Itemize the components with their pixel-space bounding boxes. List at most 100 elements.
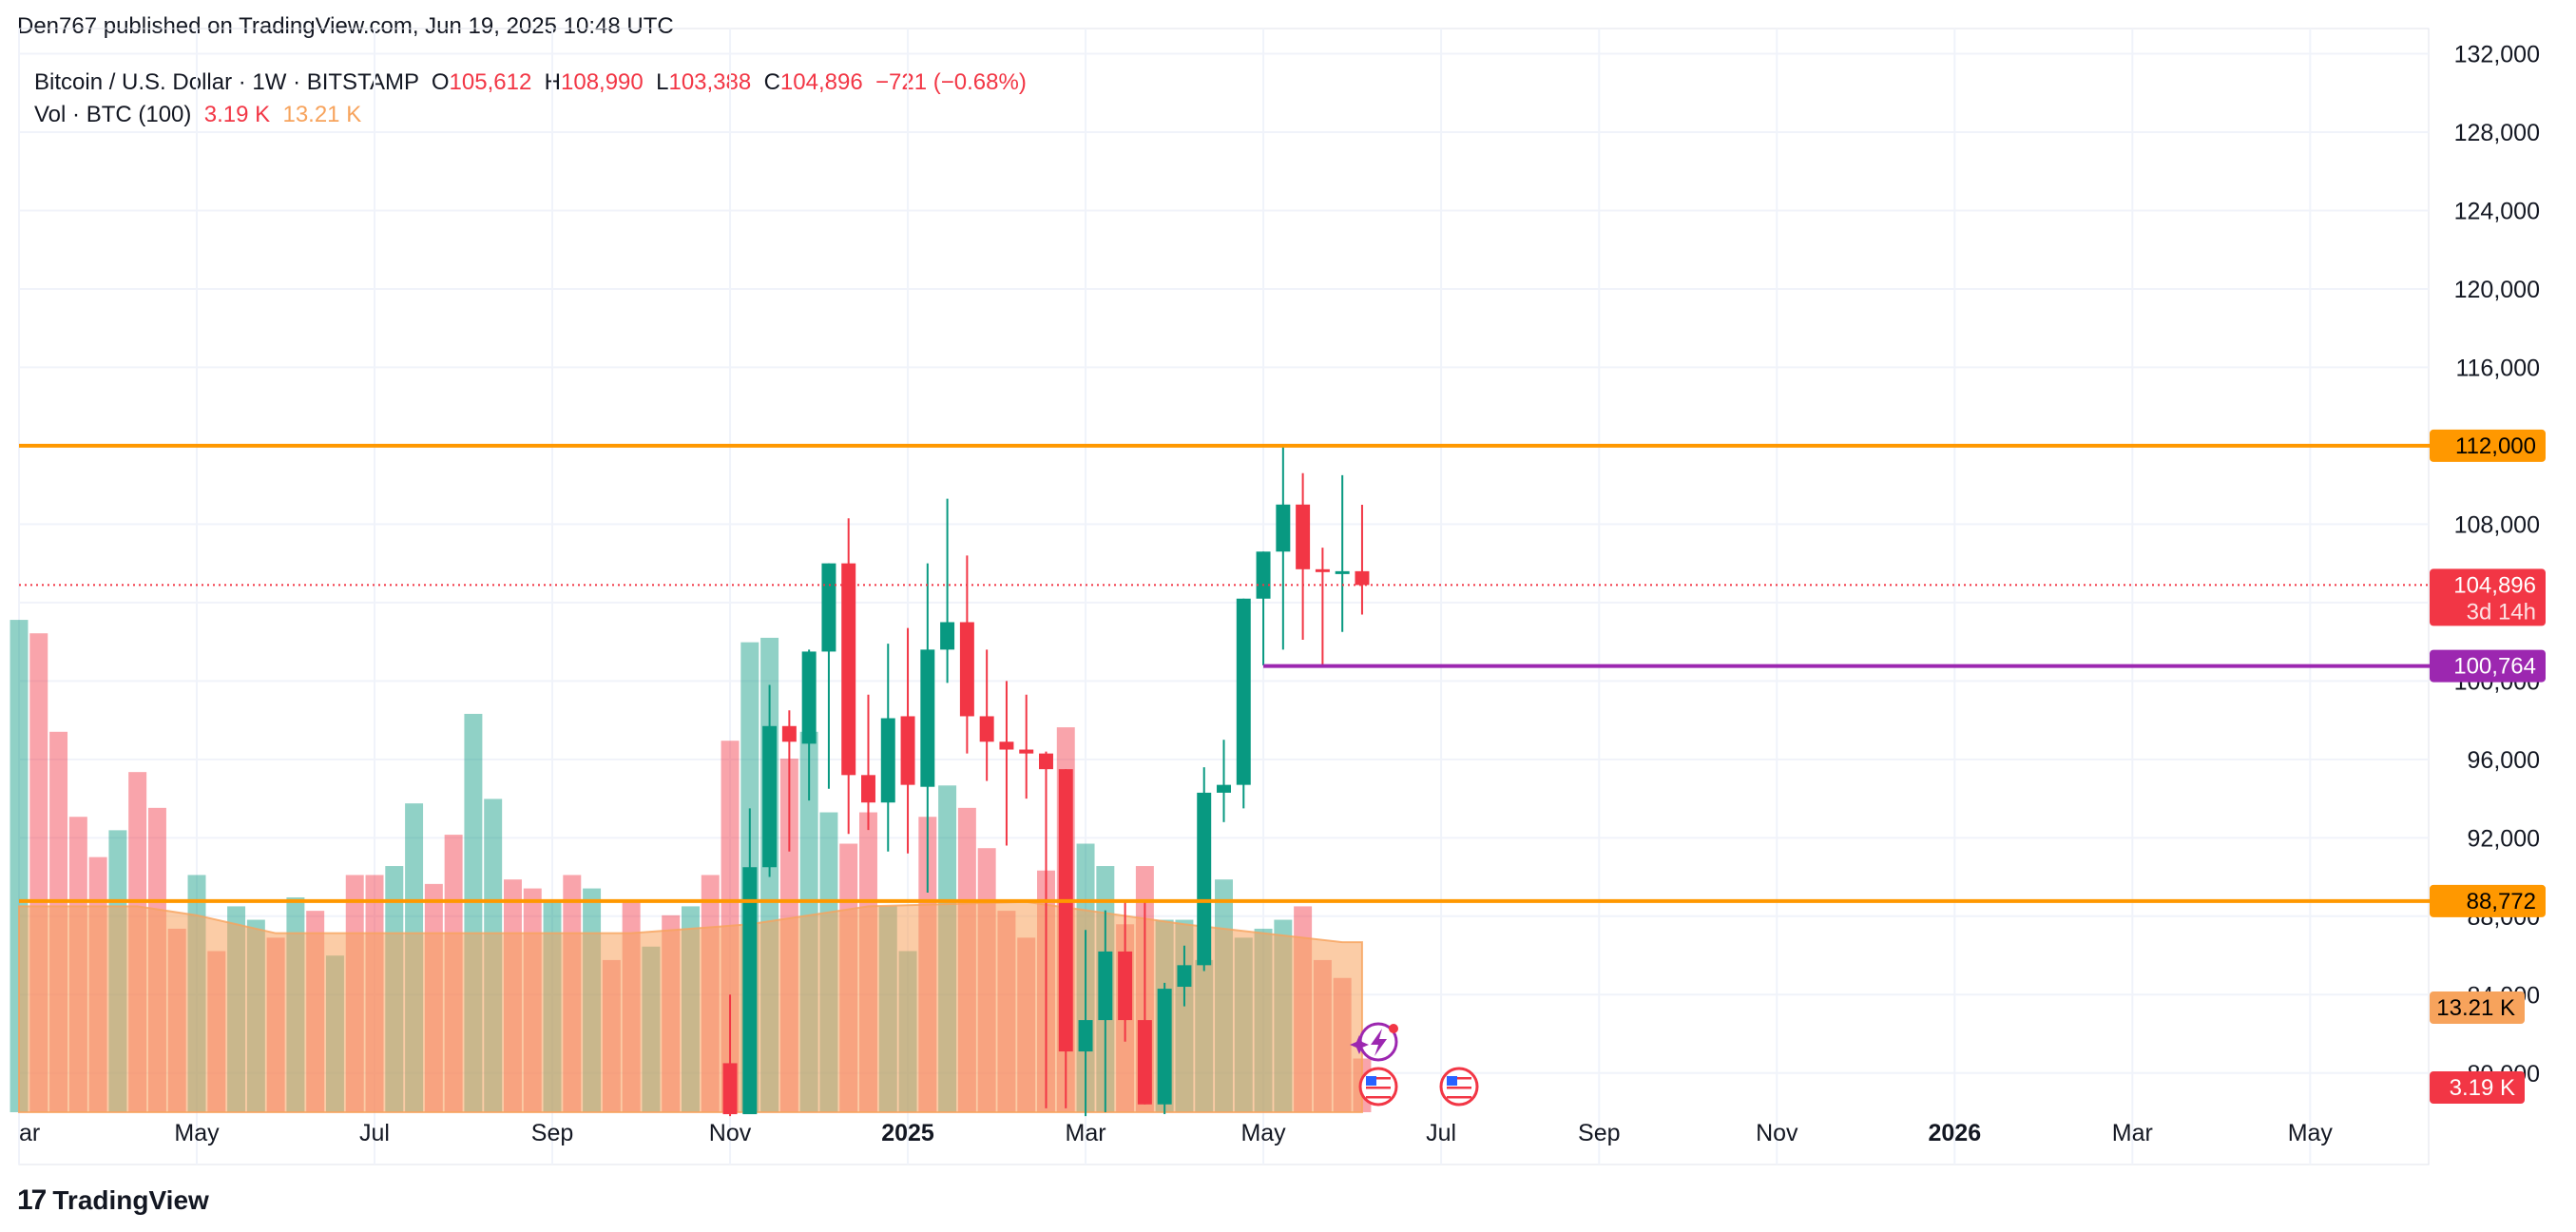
tag-88772-bg xyxy=(2430,884,2546,917)
candle-body xyxy=(821,563,836,652)
close-label: C xyxy=(763,69,780,95)
symbol-title[interactable]: Bitcoin / U.S. Dollar · 1W · BITSTAMP xyxy=(34,69,419,95)
us-flag-event-icon-stripe xyxy=(1447,1087,1471,1089)
low-value: 103,388 xyxy=(668,69,752,95)
candle-body xyxy=(979,716,994,742)
volume-title[interactable]: Vol · BTC (100) xyxy=(34,102,192,127)
time-tick-label: 2026 xyxy=(1928,1120,1981,1146)
time-tick-label: Mar xyxy=(1066,1120,1106,1146)
tag-88772-label: 88,772 xyxy=(2467,889,2536,914)
time-tick-label: Sep xyxy=(531,1120,573,1146)
time-tick-label: May xyxy=(1240,1120,1286,1146)
candle-body xyxy=(1157,989,1172,1105)
candle-body xyxy=(1078,1020,1093,1052)
time-tick-label: Jul xyxy=(359,1120,390,1146)
level-lines xyxy=(19,443,2432,903)
price-tick-label: 116,000 xyxy=(2455,355,2540,381)
time-tick-label: Mar xyxy=(2112,1120,2153,1146)
us-flag-event-icon-stripe xyxy=(1366,1077,1391,1080)
tag-112000-label: 112,000 xyxy=(2455,433,2536,459)
candle-body xyxy=(1217,784,1231,793)
brand-name: TradingView xyxy=(52,1185,209,1215)
us-flag-event-icon-canton xyxy=(1366,1076,1376,1086)
price-tick-label: 120,000 xyxy=(2454,277,2540,303)
us-flag-event-icon-stripe xyxy=(1366,1091,1391,1094)
us-flag-event-icon-stripe xyxy=(1447,1091,1471,1094)
time-tick-label: May xyxy=(2288,1120,2334,1146)
candle-body xyxy=(722,1063,738,1115)
candle-body xyxy=(940,622,955,650)
time-tick-label: Nov xyxy=(709,1120,752,1146)
sparkle-icon xyxy=(1350,1035,1369,1054)
candle-body xyxy=(742,867,758,1115)
price-tick-label: 132,000 xyxy=(2454,41,2540,67)
candle-body xyxy=(801,651,817,744)
price-tick-label: 96,000 xyxy=(2468,747,2540,774)
candle-body xyxy=(1315,568,1330,572)
volume-tag-bg xyxy=(2430,1071,2525,1104)
us-flag-event-icon-stripe xyxy=(1366,1096,1391,1099)
tag-support-label: 100,764 xyxy=(2453,654,2536,680)
candle-body xyxy=(920,649,935,787)
price-tick-label: 92,000 xyxy=(2468,825,2540,852)
tag-last-price-countdown: 3d 14h xyxy=(2467,599,2536,625)
candle-body xyxy=(762,725,778,868)
volume-tag-bg xyxy=(2430,991,2525,1024)
time-tick-label: Jul xyxy=(1426,1120,1456,1146)
candle-body xyxy=(861,775,875,803)
us-flag-event-icon-stripe xyxy=(1366,1087,1391,1089)
candle-body xyxy=(1058,769,1073,1052)
volume-legend: Vol · BTC (100) 3.19 K 13.21 K xyxy=(34,99,1027,131)
us-flag-event-icon-canton xyxy=(1447,1076,1457,1086)
candle-body xyxy=(1019,749,1034,754)
candle-body xyxy=(1276,504,1291,552)
events[interactable] xyxy=(1350,1022,1479,1107)
us-flag-event-icon-stripe xyxy=(1447,1077,1471,1080)
low-label: L xyxy=(656,69,669,95)
change-value: −721 (−0.68%) xyxy=(875,69,1027,95)
candle-body xyxy=(1236,598,1251,785)
candle-body xyxy=(1335,570,1350,574)
tradingview-brand[interactable]: 17 TradingView xyxy=(17,1184,209,1217)
candle-body xyxy=(1197,792,1212,966)
time-tick-label: Nov xyxy=(1756,1120,1798,1146)
open-label: O xyxy=(431,69,450,95)
tag-112000-bg xyxy=(2430,429,2546,462)
candle-body xyxy=(880,718,895,803)
candle-body xyxy=(900,716,915,785)
time-tick-label: 2025 xyxy=(881,1120,934,1146)
price-tick-label: 128,000 xyxy=(2454,120,2540,146)
price-tick-label: 108,000 xyxy=(2454,511,2540,538)
candle-body xyxy=(1118,951,1133,1021)
legend: Bitcoin / U.S. Dollar · 1W · BITSTAMP O1… xyxy=(34,67,1027,131)
us-flag-event-icon-stripe xyxy=(1447,1096,1471,1099)
candle-body xyxy=(1256,551,1271,599)
time-tick-label: Sep xyxy=(1578,1120,1620,1146)
price-legend: Bitcoin / U.S. Dollar · 1W · BITSTAMP O1… xyxy=(34,67,1027,99)
candle-body xyxy=(1098,951,1113,1021)
price-tick-label: 124,000 xyxy=(2454,198,2540,224)
notification-dot-icon xyxy=(1389,1024,1398,1033)
candle-body xyxy=(781,725,797,742)
candle-body xyxy=(1355,570,1370,586)
candle-body xyxy=(1177,965,1192,988)
candle-body xyxy=(1137,1020,1152,1105)
lightning-bolt-icon xyxy=(1371,1029,1387,1056)
tag-support-bg xyxy=(2430,649,2546,683)
candle-body xyxy=(959,622,974,717)
us-flag-event-icon-stripe xyxy=(1366,1082,1391,1085)
volume-tag-label: 3.19 K xyxy=(2450,1075,2515,1101)
price-axis[interactable]: 80,00084,00088,00092,00096,000100,000104… xyxy=(2454,41,2540,1087)
tag-last-price-bg xyxy=(2430,568,2546,626)
published-line: Den767 published on TradingView.com, Jun… xyxy=(17,13,674,39)
volume-tag-label: 13.21 K xyxy=(2436,995,2515,1021)
close-value: 104,896 xyxy=(779,69,863,95)
candles xyxy=(722,445,1370,1117)
volume-ma-value: 13.21 K xyxy=(282,102,362,127)
time-tick-label: May xyxy=(174,1120,220,1146)
open-value: 105,612 xyxy=(449,69,532,95)
time-axis[interactable]: ar May Jul Sep Nov 2025 Mar May Jul Sep Nov 2026 Mar… xyxy=(19,1120,2333,1146)
us-flag-event-icon-stripe xyxy=(1447,1082,1471,1085)
